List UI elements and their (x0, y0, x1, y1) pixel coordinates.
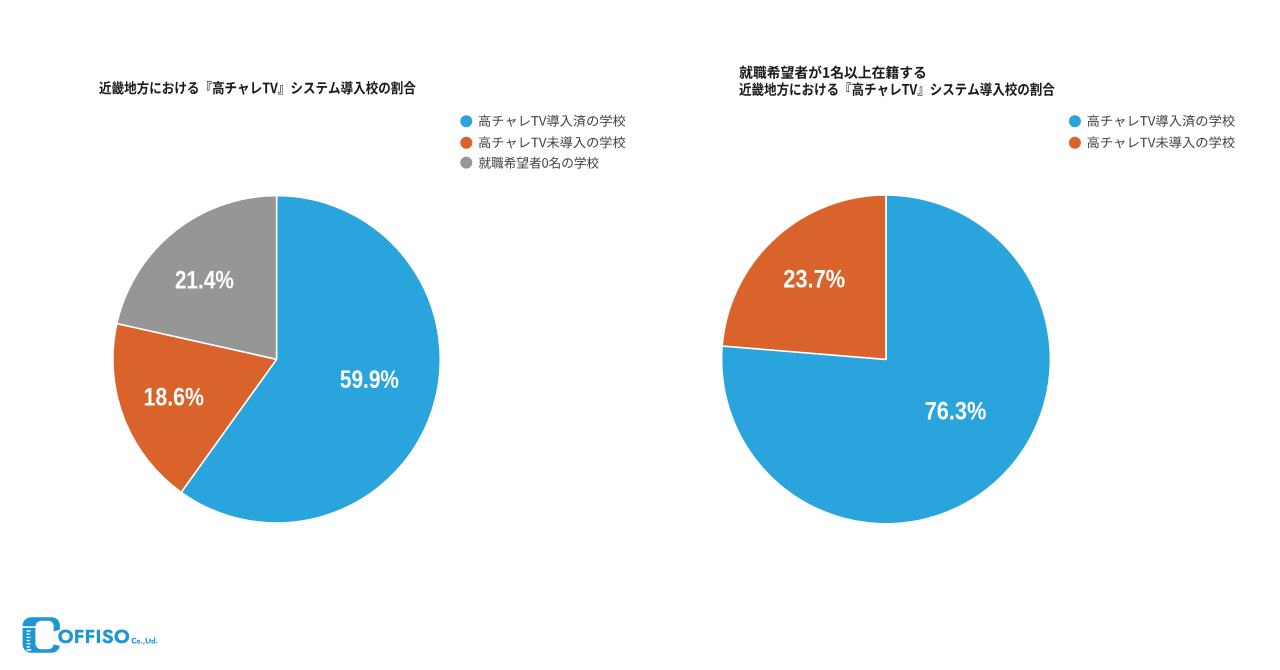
svg-text:18.6%: 18.6% (144, 384, 204, 412)
svg-text:23.7%: 23.7% (783, 266, 845, 294)
svg-text:21.4%: 21.4% (175, 266, 234, 294)
svg-text:59.9%: 59.9% (340, 366, 399, 394)
svg-text:76.3%: 76.3% (925, 398, 987, 426)
